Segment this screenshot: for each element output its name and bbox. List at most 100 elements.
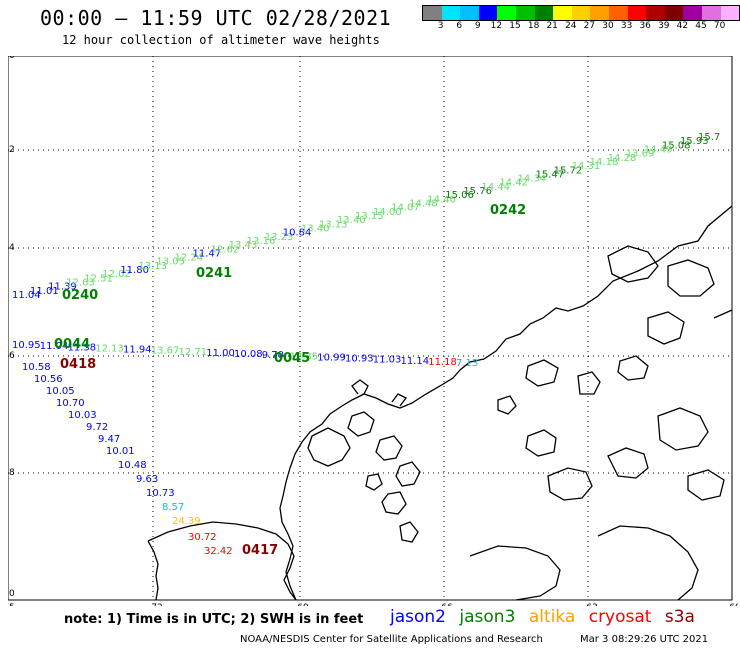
wave-height-label: 13.05 — [156, 257, 185, 268]
lon-tick-label: -66 — [438, 603, 453, 606]
colorbar-swatch — [497, 6, 516, 20]
wave-height-label: 10.05 — [46, 386, 75, 397]
pass-number-label: 0044 — [54, 337, 90, 352]
pass-number-label: 0242 — [490, 203, 526, 218]
colorbar-tick-label: 33 — [620, 21, 633, 31]
colorbar-swatch — [534, 6, 554, 20]
colorbar-swatch — [515, 6, 535, 20]
lat-tick-label: -60 — [8, 56, 15, 61]
colorbar-tick-label: 36 — [639, 21, 651, 31]
colorbar-tick-label: 27 — [583, 21, 596, 31]
colorbar-swatch — [664, 6, 684, 20]
generation-timestamp: Mar 3 08:29:26 UTC 2021 — [580, 634, 709, 645]
lon-tick-label: -60 — [726, 603, 738, 606]
wave-height-label: 8.57 — [162, 502, 184, 513]
legend-jason2: jason2 — [390, 607, 446, 627]
wave-height-label: 15.76 — [463, 186, 492, 197]
wave-height-label: 10.03 — [68, 410, 97, 421]
wave-height-label: 13.13 — [138, 261, 167, 272]
wave-height-label: 14.42 — [499, 178, 528, 189]
wave-height-label: 10.93 — [345, 354, 374, 365]
colorbar-swatch — [590, 6, 609, 20]
wave-height-label: 13.40 — [337, 215, 366, 226]
wave-height-label: 10.95 — [12, 340, 41, 351]
wave-height-label: 10.99 — [317, 352, 346, 363]
colorbar-tick-label: 42 — [676, 21, 689, 31]
wave-height-label: 11.39 — [48, 282, 77, 293]
wave-height-label: 11.14 — [401, 356, 430, 367]
legend-jason3: jason3 — [459, 607, 516, 627]
colorbar-tick-label: 6 — [456, 21, 463, 31]
page-title: 00:00 – 11:59 UTC 02/28/2021 — [40, 6, 392, 30]
wave-height-label: 12.71 — [179, 347, 208, 358]
wave-height-label: 10.84 — [283, 228, 312, 239]
wave-height-label: 12.51 — [84, 273, 113, 284]
colorbar-swatch — [441, 6, 461, 20]
colorbar-tick-label: 70 — [713, 21, 726, 31]
colorbar-swatch — [608, 6, 628, 20]
wave-height-label: 15.47 — [536, 169, 565, 180]
lon-tick-label: -69 — [294, 603, 309, 606]
wave-height-label: 11.04 — [40, 341, 69, 352]
credit-line: NOAA/NESDIS Center for Satellite Applica… — [240, 634, 543, 645]
wave-height-label: 9.47 — [98, 434, 120, 445]
wave-height-label: 14.34 — [517, 174, 546, 185]
colorbar — [422, 5, 740, 21]
wave-height-label: 14.31 — [572, 161, 601, 172]
colorbar-swatch — [701, 6, 721, 20]
colorbar-swatch — [720, 6, 740, 20]
lat-tick-label: -68 — [8, 468, 15, 478]
lat-tick-label: -70 — [8, 589, 15, 599]
colorbar-tick-label: 45 — [695, 21, 707, 31]
wave-height-label: 13.16 — [247, 236, 276, 247]
wave-height-label: 13.69 — [626, 149, 655, 160]
legend-s3a: s3a — [664, 607, 695, 627]
wave-height-label: 12.24 — [174, 253, 203, 264]
colorbar-tick-label: 39 — [658, 21, 670, 31]
wave-height-label: 10.58 — [22, 362, 51, 373]
colorbar-swatch — [627, 6, 647, 20]
colorbar-tick-label: 3 — [437, 21, 444, 31]
legend-cryosat: cryosat — [588, 607, 652, 627]
graticule — [8, 56, 732, 600]
wave-height-label: 13.43 — [229, 240, 258, 251]
wave-height-label: 10.01 — [106, 446, 135, 457]
lat-tick-label: -62 — [8, 145, 15, 155]
wave-height-label: 10.70 — [56, 398, 85, 409]
wave-height-label: 15.72 — [554, 165, 583, 176]
wave-height-label: 9.63 — [136, 474, 158, 485]
wave-height-map: -60 -62 -64 -66 -68 -70 -75 -72 -69 -66 -63 -60 11… — [8, 56, 738, 606]
wave-height-label: 11.01 — [30, 286, 59, 297]
wave-height-label: 15.93 — [680, 136, 709, 147]
wave-height-label: 14.46 — [427, 194, 456, 205]
lon-tick-label: -75 — [8, 603, 15, 606]
note-text: note: 1) Time is in UTC; 2) SWH is in fe… — [64, 612, 364, 627]
colorbar-tick-label: 15 — [509, 21, 521, 31]
colorbar-swatch — [478, 6, 498, 20]
wave-height-label: 11.03 — [373, 355, 402, 366]
lat-tick-label: -66 — [8, 351, 15, 361]
wave-height-label: 15.7 — [698, 132, 720, 143]
wave-height-label: 14.44 — [481, 182, 510, 193]
wave-height-label: 15.08 — [662, 140, 691, 151]
altimeter-tracks: 11.0411.0111.3912.6312.5112.0211.8013.13… — [12, 132, 720, 558]
wave-height-label: 11.18 — [428, 357, 457, 368]
wave-height-label: 12.13 — [95, 343, 124, 354]
pass-number-label: 0240 — [62, 288, 98, 303]
lon-tick-label: -72 — [148, 603, 163, 606]
wave-height-label: 7.13 — [456, 358, 478, 369]
colorbar-swatch — [571, 6, 591, 20]
wave-height-label: 9.72 — [86, 422, 108, 433]
wave-height-label: 32.42 — [204, 546, 233, 557]
wave-height-label: 14.07 — [391, 203, 420, 214]
wave-height-label: 12.62 — [211, 244, 240, 255]
wave-height-label: 13.23 — [265, 232, 294, 243]
wave-height-label: 11.38 — [68, 342, 97, 353]
wave-height-label: 30.72 — [188, 532, 217, 543]
lon-tick-label: -63 — [583, 603, 598, 606]
colorbar-tick-label: 21 — [546, 21, 558, 31]
wave-height-label: 13.13 — [319, 219, 348, 230]
lat-tick-label: -64 — [8, 243, 15, 253]
lon-tick-labels: -75 -72 -69 -66 -63 -60 — [8, 603, 738, 606]
colorbar-swatch — [460, 6, 479, 20]
